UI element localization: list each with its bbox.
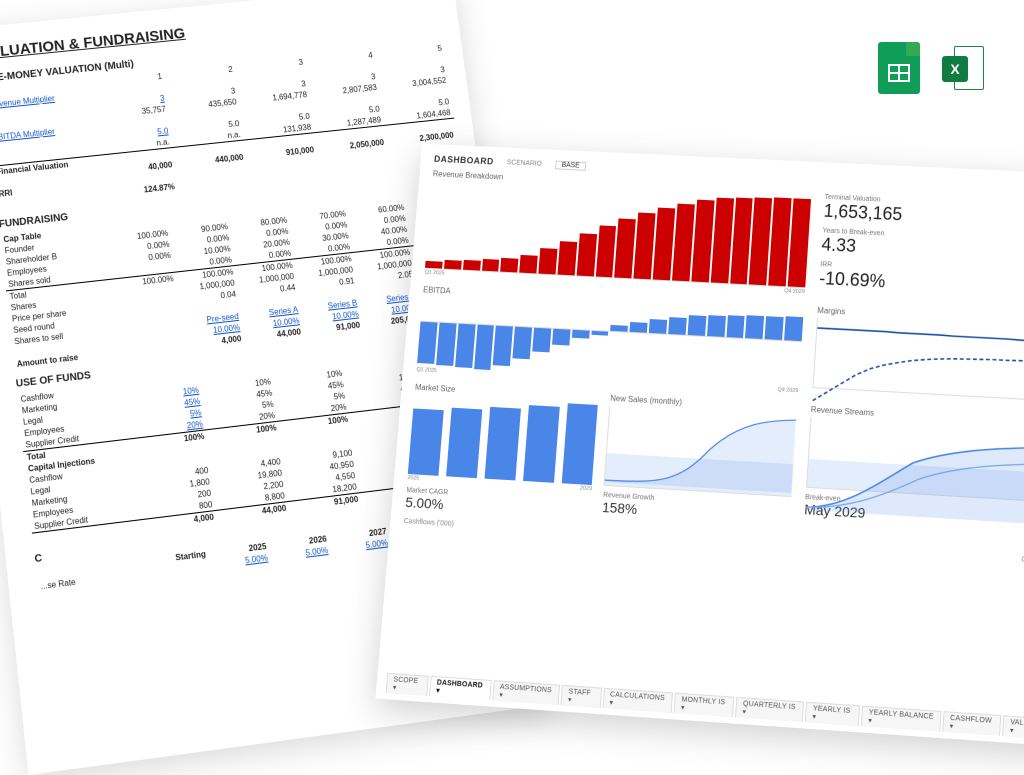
bar	[455, 324, 476, 368]
bar	[538, 248, 557, 274]
bar	[572, 330, 590, 339]
new-sales-chart	[604, 406, 797, 497]
bar	[726, 315, 745, 338]
bar	[649, 334, 666, 335]
tab-valuation[interactable]: VALUATION ▾	[1002, 715, 1024, 740]
bar	[610, 332, 627, 333]
bar	[557, 241, 577, 275]
bar	[463, 259, 481, 270]
bar	[615, 219, 637, 279]
kpi-panel: Terminal Valuation 1,653,165 Years to Br…	[818, 188, 1024, 309]
bar	[552, 329, 570, 346]
bar	[513, 327, 533, 359]
dashboard-sheet: DASHBOARD SCENARIO BASE Revenue Breakdow…	[375, 144, 1024, 747]
tab-yearly-balance[interactable]: YEARLY BALANCE ▾	[861, 705, 941, 731]
bar	[668, 317, 687, 336]
margins-chart	[812, 318, 1024, 403]
bar	[765, 340, 782, 341]
tab-staff[interactable]: STAFF ▾	[561, 685, 602, 708]
bar	[519, 255, 537, 274]
cashflows-title: Cashflows ('000)	[404, 518, 454, 528]
dashboard-title: DASHBOARD	[434, 154, 494, 166]
bar	[726, 338, 743, 339]
bar	[561, 403, 598, 485]
bar	[474, 325, 495, 370]
bar	[493, 326, 513, 366]
bar	[784, 316, 803, 341]
app-icons-group: X	[878, 42, 984, 94]
bar	[745, 339, 762, 340]
tab-scope[interactable]: SCOPE ▾	[386, 673, 429, 696]
bar	[576, 233, 596, 276]
bar	[482, 259, 500, 271]
bar	[595, 225, 616, 277]
bar	[523, 405, 560, 483]
google-sheets-icon	[878, 42, 920, 94]
revenue-streams-chart	[806, 417, 1024, 503]
bar	[788, 198, 811, 287]
bar	[687, 336, 704, 337]
market-size-chart	[408, 395, 598, 486]
market-size-panel: Market Size 20252029 Market CAGR 5.00% N…	[405, 383, 798, 534]
bar	[425, 261, 443, 269]
bar	[532, 328, 551, 353]
bar	[745, 315, 764, 339]
scenario-dropdown[interactable]: BASE	[555, 160, 587, 170]
bar	[707, 315, 726, 337]
bar	[707, 337, 724, 338]
bar	[765, 316, 784, 341]
revenue-breakdown-panel: Revenue Breakdown Q1 2025Q4 2029	[424, 169, 811, 295]
tab-assumptions[interactable]: ASSUMPTIONS ▾	[492, 680, 560, 705]
bar	[446, 408, 482, 478]
bar	[784, 342, 801, 343]
bar	[484, 407, 520, 481]
bar	[436, 323, 456, 366]
tab-quarterly-is[interactable]: QUARTERLY IS ▾	[735, 697, 804, 722]
bar	[634, 212, 656, 279]
tab-cashflow[interactable]: CASHFLOW ▾	[942, 711, 1001, 736]
tab-calculations[interactable]: CALCULATIONS ▾	[602, 688, 673, 713]
tab-dashboard[interactable]: DASHBOARD ▾	[429, 676, 492, 701]
bar	[591, 331, 609, 336]
bar	[444, 260, 462, 270]
tab-yearly-is[interactable]: YEARLY IS ▾	[805, 702, 860, 726]
revenue-streams-panel: Revenue Streams Break-even May 2029	[803, 405, 1024, 551]
margins-panel: Margins	[812, 306, 1024, 410]
bar	[649, 319, 667, 335]
bar	[630, 333, 647, 334]
microsoft-excel-icon: X	[942, 42, 984, 94]
tab-monthly-is[interactable]: MONTHLY IS ▾	[674, 693, 735, 718]
bar	[687, 315, 706, 336]
scenario-label: SCENARIO	[507, 159, 542, 167]
bar	[668, 335, 685, 336]
bar	[500, 258, 518, 273]
bar	[417, 322, 437, 364]
bar	[408, 409, 444, 476]
ebitda-panel: EBITDA Q1 2025Q4 2029	[416, 285, 804, 394]
